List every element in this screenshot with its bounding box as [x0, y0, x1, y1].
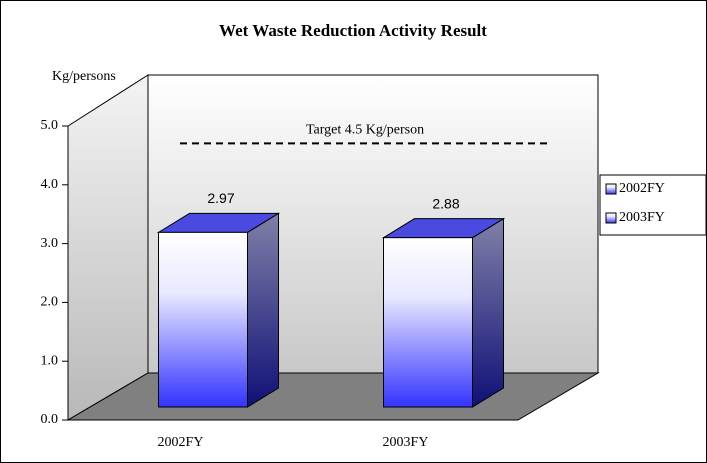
y-tick-label: 0.0 [41, 412, 59, 427]
y-tick-label: 5.0 [41, 118, 59, 133]
y-tick-label: 1.0 [41, 353, 59, 368]
x-tick-label: 2002FY [158, 435, 204, 450]
legend-swatch [605, 212, 617, 224]
legend-label: 2003FY [619, 210, 665, 225]
bar [383, 237, 473, 408]
chart-title: Wet Waste Reduction Activity Result [219, 21, 487, 40]
target-label: Target 4.5 Kg/person [306, 123, 424, 138]
side-wall [67, 74, 149, 421]
legend-label: 2002FY [619, 181, 665, 196]
y-tick-label: 3.0 [41, 236, 59, 251]
bar [158, 231, 248, 408]
bar-side [247, 212, 279, 408]
x-tick-label: 2003FY [383, 435, 429, 450]
bar-side [472, 217, 504, 408]
floor [66, 372, 600, 421]
value-label: 2.97 [207, 190, 234, 206]
y-tick-label: 2.0 [41, 295, 59, 310]
legend-swatch [605, 183, 617, 195]
value-label: 2.88 [432, 195, 459, 211]
y-tick-label: 4.0 [41, 177, 59, 192]
legend [599, 174, 707, 236]
y-axis-label: Kg/persons [52, 69, 116, 84]
